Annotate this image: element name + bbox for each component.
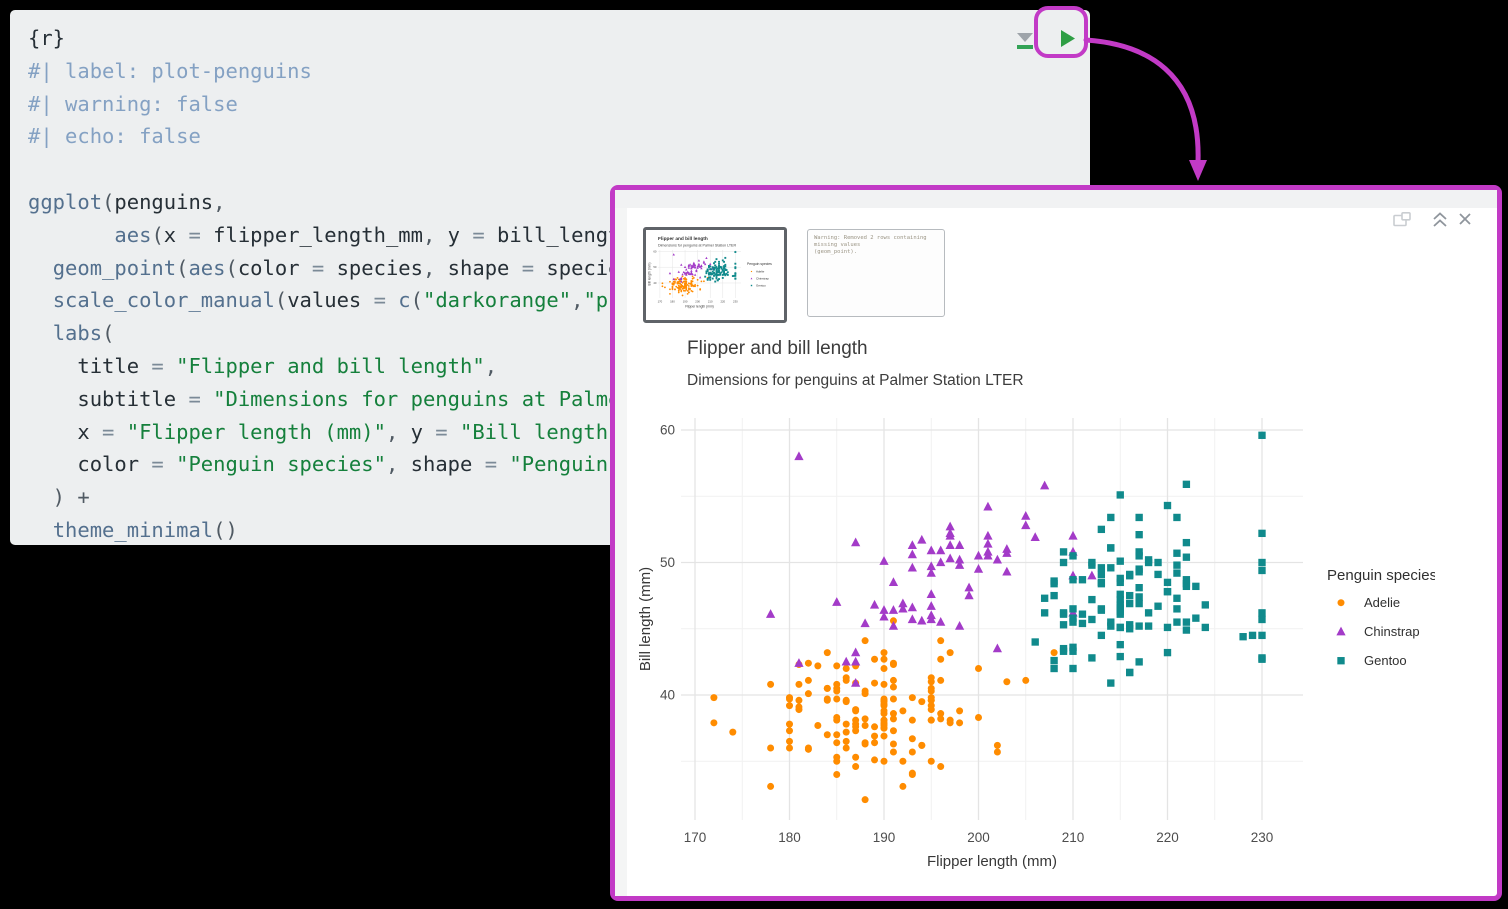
thumb-title: Flipper and bill length: [658, 236, 708, 242]
svg-text:190: 190: [683, 300, 688, 304]
legend: Penguin species Adelie Chinstrap Gentoo: [1327, 567, 1435, 668]
series-gentoo-points: [1031, 431, 1266, 687]
svg-text:230: 230: [733, 300, 738, 304]
svg-text:170: 170: [684, 830, 707, 845]
code-line: #| label: plot-penguins: [28, 58, 312, 83]
chart-subtitle: Dimensions for penguins at Palmer Statio…: [687, 372, 1024, 389]
legend-label-adelie: Adelie: [756, 270, 765, 274]
code-line: theme_minimal(): [52, 517, 238, 542]
svg-text:220: 220: [1156, 830, 1179, 845]
y-axis-title: Bill length (mm): [637, 567, 654, 671]
open-in-new-window-icon: [1393, 212, 1411, 227]
warning-text-line1: Warning: Removed 2 rows containing missi…: [814, 235, 927, 248]
scatter-plot: 170 180 190 200 210 220 230 40 50 60 Flipper lengt…: [637, 418, 1435, 870]
run-chunk-play-icon: [1061, 30, 1075, 47]
series-gentoo-points: [704, 251, 737, 283]
x-axis-title: Flipper length (mm): [685, 305, 714, 309]
y-axis-title: Bill length (mm): [648, 263, 652, 286]
svg-text:200: 200: [695, 300, 700, 304]
gridlines: [681, 418, 1303, 820]
svg-text:180: 180: [670, 300, 675, 304]
svg-text:170: 170: [658, 300, 663, 304]
code-line: title = "Flipper and bill length",: [28, 353, 498, 378]
series-adelie-points: [710, 617, 1058, 804]
code-line: #| echo: false: [28, 124, 201, 149]
legend-title: Penguin species: [1327, 567, 1435, 584]
run-all-chunks-above-button[interactable]: [1012, 27, 1038, 58]
chart-title: Flipper and bill length: [687, 338, 868, 359]
output-thumbnail-plot-selected[interactable]: 170 180 190 200 210 220 230 40 50 60 Flipper lengt…: [643, 227, 787, 323]
x-axis-title: Flipper length (mm): [927, 853, 1057, 870]
axis-tick-labels: 170 180 190 200 210 220 230 40 50 60: [653, 249, 738, 303]
legend-label-adelie: Adelie: [1364, 595, 1400, 610]
svg-text:180: 180: [778, 830, 801, 845]
series-chinstrap-points: [668, 253, 714, 283]
close-icon: [1459, 213, 1471, 225]
close-pane-button[interactable]: [1458, 212, 1472, 231]
warning-text-line2: (geom_point).: [814, 249, 858, 255]
code-line: labs(: [52, 321, 115, 346]
svg-text:230: 230: [1251, 830, 1274, 845]
run-all-chunks-above-icon: [1017, 33, 1033, 49]
svg-text:50: 50: [660, 555, 675, 570]
code-line: [28, 153, 1090, 186]
svg-text:200: 200: [967, 830, 990, 845]
legend: Penguin species Adelie Chinstrap Gentoo: [747, 262, 772, 288]
series-chinstrap-points: [765, 451, 1097, 687]
svg-text:190: 190: [873, 830, 896, 845]
svg-text:40: 40: [653, 281, 657, 285]
legend-label-chinstrap: Chinstrap: [1364, 624, 1420, 639]
panel-left-strip: [615, 208, 627, 896]
collapse-chevrons-icon: [1433, 212, 1447, 227]
legend-label-gentoo: Gentoo: [1364, 653, 1407, 668]
legend-title: Penguin species: [747, 262, 772, 266]
legend-label-chinstrap: Chinstrap: [756, 277, 769, 281]
axis-tick-labels: 170 180 190 200 210 220 230 40 50 60: [660, 423, 1273, 845]
code-line: ggplot(penguins,: [28, 189, 226, 214]
plot-thumbnail-chart: 170 180 190 200 210 220 230 40 50 60 Flipper lengt…: [648, 236, 773, 309]
svg-text:220: 220: [720, 300, 725, 304]
legend-label-gentoo: Gentoo: [756, 284, 766, 288]
panel-top-strip: [615, 190, 1497, 208]
code-line: #| warning: false: [28, 91, 238, 116]
collapse-pane-button[interactable]: [1432, 211, 1448, 234]
output-thumbnail-warning[interactable]: Warning: Removed 2 rows containing missi…: [807, 229, 945, 317]
plot-output-panel: 170 180 190 200 210 220 230 40 50 60 Flipper lengt…: [610, 185, 1502, 901]
svg-text:60: 60: [660, 423, 675, 438]
svg-text:210: 210: [708, 300, 713, 304]
thumb-subtitle: Dimensions for penguins at Palmer Statio…: [658, 244, 736, 248]
svg-text:210: 210: [1062, 830, 1085, 845]
code-line: ) +: [28, 485, 90, 510]
run-chunk-button[interactable]: [1053, 25, 1081, 58]
code-line: {r}: [28, 26, 66, 50]
series-adelie-points: [661, 273, 709, 297]
svg-text:50: 50: [653, 265, 657, 269]
svg-text:40: 40: [660, 688, 675, 703]
open-in-new-window-button[interactable]: [1393, 212, 1411, 233]
svg-text:60: 60: [653, 249, 657, 253]
